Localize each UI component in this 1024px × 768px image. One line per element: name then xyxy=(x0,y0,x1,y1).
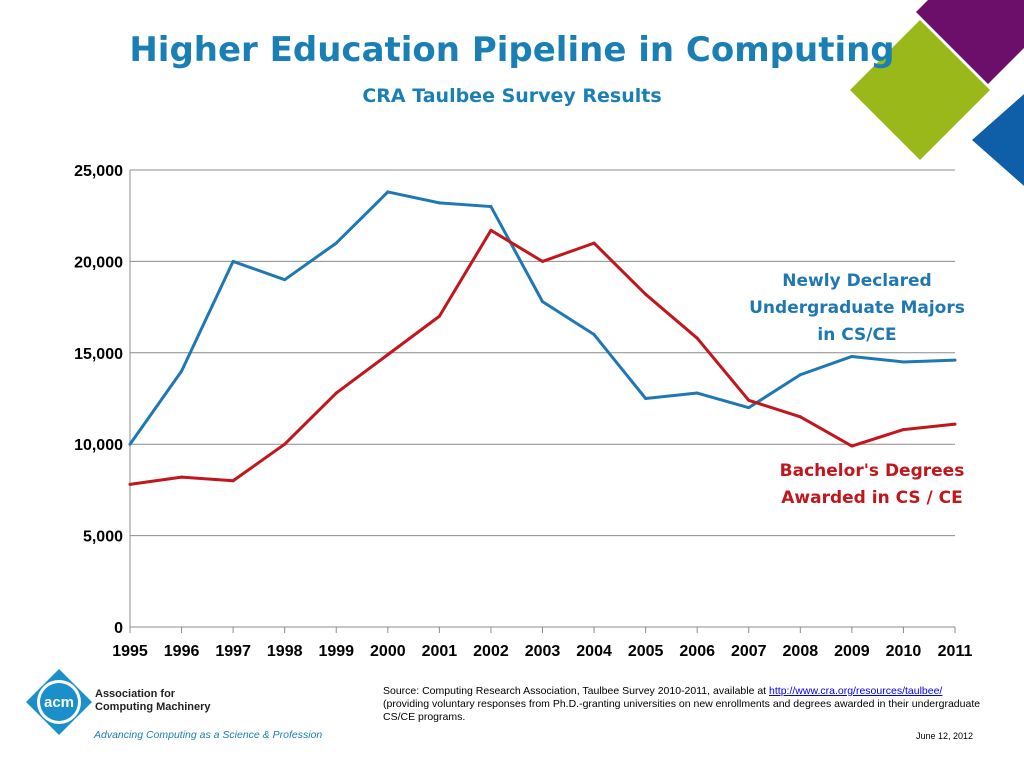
degrees-point xyxy=(695,336,699,340)
majors-point xyxy=(180,369,184,373)
degrees-point xyxy=(489,228,493,232)
majors-series-label: Undergraduate Majors xyxy=(749,298,965,318)
series-line-majors xyxy=(128,190,956,446)
degrees-point xyxy=(283,442,287,446)
source-prefix: Source: Computing Research Association, … xyxy=(383,685,770,697)
majors-point xyxy=(592,333,596,337)
x-tick-label: 1998 xyxy=(267,643,303,660)
y-tick-label: 10,000 xyxy=(74,437,123,454)
degrees-point xyxy=(231,479,235,483)
line-chart: 0 5,000 10,000 15,000 20,000 25,000 1995 1996 19… xyxy=(74,163,973,660)
majors-point xyxy=(850,354,854,358)
majors-point xyxy=(386,190,390,194)
degrees-point xyxy=(334,391,338,395)
acm-logo-text: acm xyxy=(44,694,74,711)
degrees-point xyxy=(592,241,596,245)
blue-diamond xyxy=(972,94,1024,186)
majors-point xyxy=(541,300,544,304)
x-tick-label: 1995 xyxy=(112,643,148,660)
degrees-point xyxy=(437,314,441,318)
y-tick-label: 0 xyxy=(114,620,123,637)
acm-logo-icon: acm xyxy=(26,669,92,735)
degrees-point xyxy=(901,428,905,432)
degrees-series-label: Bachelor's Degrees xyxy=(780,461,965,481)
y-tick-label: 5,000 xyxy=(83,529,123,546)
degrees-point xyxy=(798,415,802,419)
decorative-diamonds xyxy=(850,0,1024,186)
x-tick-label: 2000 xyxy=(370,643,406,660)
x-tick-label: 2001 xyxy=(422,643,458,660)
source-link[interactable]: http://www.cra.org/resources/taulbee/ xyxy=(769,685,943,697)
degrees-point xyxy=(644,292,648,296)
majors-point xyxy=(901,360,905,364)
x-tick-label: 2007 xyxy=(731,643,767,660)
x-tick-label: 1997 xyxy=(215,643,251,660)
majors-point xyxy=(437,201,441,205)
majors-point xyxy=(489,205,493,209)
majors-point xyxy=(128,442,132,446)
slide-subtitle: CRA Taulbee Survey Results xyxy=(362,85,662,107)
degrees-point xyxy=(386,353,390,357)
acm-org-line2: Computing Machinery xyxy=(95,701,211,713)
majors-point xyxy=(231,259,235,263)
purple-diamond xyxy=(916,0,1024,84)
source-suffix: (providing voluntary responses from Ph.D… xyxy=(383,698,981,723)
green-diamond xyxy=(850,20,990,160)
majors-point xyxy=(283,278,287,282)
x-tick-label: 2004 xyxy=(576,643,612,660)
y-tick-label: 25,000 xyxy=(74,163,123,180)
x-tick-label: 2006 xyxy=(679,643,715,660)
x-tick-label: 2005 xyxy=(628,643,664,660)
x-tick-label: 2002 xyxy=(473,643,509,660)
majors-point xyxy=(334,241,338,245)
slide-date: June 12, 2012 xyxy=(915,731,973,741)
degrees-point xyxy=(541,259,544,263)
degrees-series-label: Awarded in CS / CE xyxy=(781,488,963,508)
majors-point xyxy=(695,391,699,395)
majors-series-label: in CS/CE xyxy=(817,325,896,345)
majors-point xyxy=(798,373,802,377)
x-tick-label: 1996 xyxy=(164,643,200,660)
y-tick-label: 15,000 xyxy=(74,346,123,363)
x-tick-label: 2011 xyxy=(938,643,973,660)
degrees-point xyxy=(180,475,184,479)
x-tick-label: 2009 xyxy=(834,643,870,660)
degrees-point xyxy=(747,398,751,402)
x-tick-label: 2010 xyxy=(886,643,922,660)
majors-series-label: Newly Declared xyxy=(782,271,931,291)
majors-point xyxy=(953,358,957,362)
x-tick-label: 2008 xyxy=(783,643,819,660)
acm-org-line1: Association for xyxy=(95,688,176,700)
slide-title: Higher Education Pipeline in Computing xyxy=(129,30,895,70)
x-tick-label: 2003 xyxy=(525,643,561,660)
degrees-point xyxy=(953,422,957,426)
y-tick-label: 20,000 xyxy=(74,254,123,271)
degrees-point xyxy=(850,444,854,448)
source-note: Source: Computing Research Association, … xyxy=(383,685,983,724)
majors-point xyxy=(747,406,751,410)
degrees-point xyxy=(128,482,132,486)
majors-point xyxy=(644,397,648,400)
x-tick-label: 1999 xyxy=(318,643,354,660)
acm-tagline: Advancing Computing as a Science & Profe… xyxy=(94,729,323,741)
